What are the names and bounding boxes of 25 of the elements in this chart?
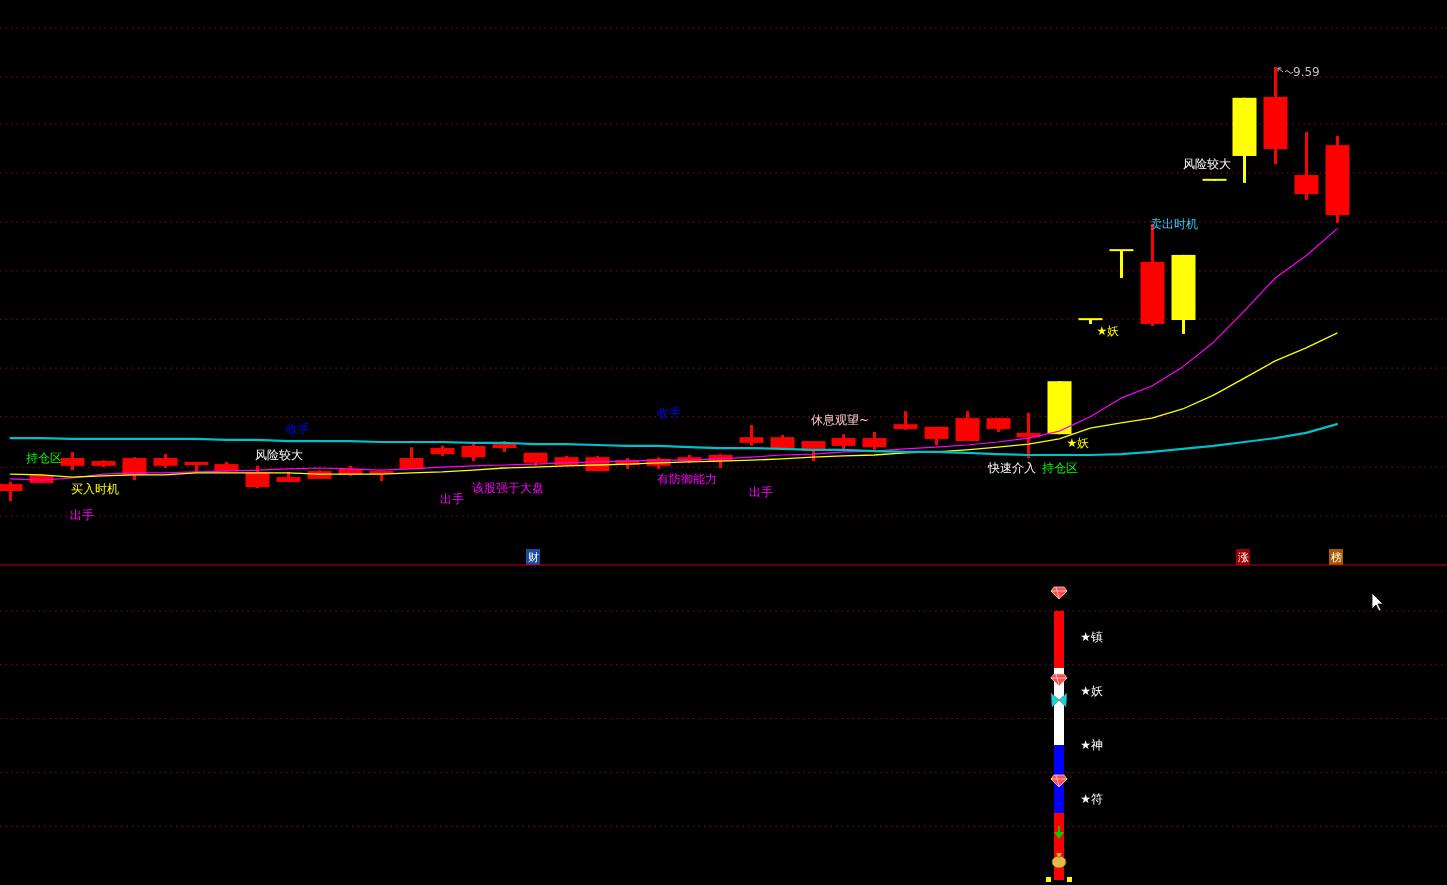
annotation: 风险较大 — [255, 448, 303, 462]
annotation: ★神 — [1080, 738, 1104, 752]
annotation: 收手 — [286, 422, 310, 436]
annotation: 榜 — [1329, 549, 1343, 565]
annotation: ★妖 — [1080, 684, 1104, 698]
annotation: 持仓区 — [26, 451, 62, 465]
annotation: 风险较大 — [1183, 157, 1231, 171]
annotation: 买入时机 — [71, 482, 119, 496]
annotation: 快速介入 — [988, 461, 1036, 475]
annotation: 出手 — [440, 492, 464, 506]
annotation: 卖出时机 — [1150, 217, 1198, 231]
annotation: 持仓区 — [1042, 461, 1078, 475]
annotation: 有防御能力 — [657, 472, 717, 486]
annotation: 收手 — [657, 406, 681, 420]
annotation: 涨 — [1236, 549, 1250, 565]
annotation: 该股强于大盘 — [472, 481, 544, 495]
annotation: ★符 — [1080, 792, 1104, 806]
annotation: ★镇 — [1080, 630, 1104, 644]
annotation: ★妖 — [1096, 324, 1120, 338]
annotation: ★妖 — [1066, 436, 1090, 450]
annotation: 财 — [526, 549, 540, 565]
annotation: 9.59 — [1293, 65, 1320, 79]
annotation: 出手 — [70, 508, 94, 522]
annotation: 出手 — [749, 485, 773, 499]
annotation: 休息观望~ — [810, 413, 870, 427]
